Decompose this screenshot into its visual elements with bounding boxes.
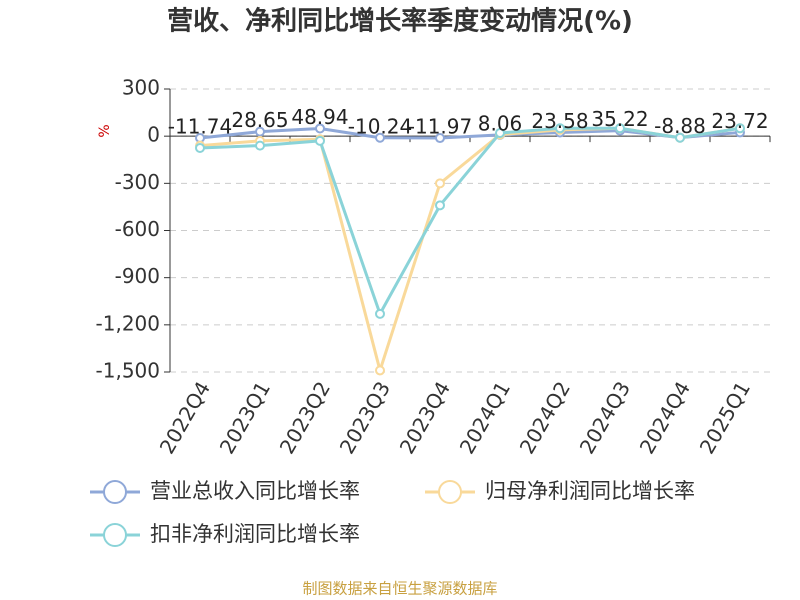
source: 制图数据来自恒生聚源数据库 (302, 580, 497, 598)
legend-label: 归母净利润同比增长率 (485, 479, 695, 503)
y-tick-label: -900 (115, 264, 160, 288)
value-label: 35.22 (591, 107, 648, 131)
point (195, 142, 205, 153)
value-label: 48.94 (291, 105, 348, 129)
legend-label: 营业总收入同比增长率 (150, 479, 360, 503)
value-label: 23.58 (531, 109, 588, 133)
legend-marker (103, 480, 127, 504)
y-tick-label: -300 (115, 170, 160, 194)
point (375, 132, 385, 143)
x-tick-label: 2022Q4 (155, 377, 215, 458)
point (255, 140, 265, 151)
y-tick-label: -1,500 (96, 359, 160, 383)
value-label: -10.24 (348, 114, 412, 138)
point (435, 200, 445, 211)
value-label: 28.65 (231, 108, 288, 132)
value-label: 8.06 (478, 111, 523, 135)
value-label: -8.88 (654, 114, 706, 138)
point (555, 123, 565, 134)
x-tick-label: 2023Q3 (335, 377, 395, 458)
chart-title: 营收、净利同比增长率季度变动情况(%) (167, 6, 633, 37)
y-unit: % (97, 124, 113, 137)
point (435, 178, 445, 189)
x-tick-label: 2024Q2 (515, 377, 575, 458)
point (375, 308, 385, 319)
value-label: 23.72 (711, 109, 768, 133)
x-tick-label: 2024Q3 (575, 377, 635, 458)
x-tick-label: 2024Q1 (455, 377, 515, 458)
legend-marker (103, 523, 127, 547)
y-tick-label: 300 (122, 76, 160, 100)
y-tick-label: -1,200 (96, 311, 160, 335)
point (675, 132, 685, 143)
point (315, 123, 325, 134)
y-tick-label: 0 (147, 123, 160, 147)
x-tick-label: 2023Q2 (275, 377, 335, 458)
point (495, 128, 505, 139)
value-label: -11.74 (168, 115, 232, 139)
x-tick-label: 2023Q1 (215, 377, 275, 458)
legend-marker (438, 480, 462, 504)
x-tick-label: 2024Q4 (635, 377, 695, 458)
x-tick-label: 2025Q1 (695, 377, 755, 458)
value-label: -11.97 (408, 115, 472, 139)
point (435, 133, 445, 144)
point (255, 126, 265, 137)
point (615, 123, 625, 134)
point (735, 123, 745, 134)
series-line (199, 126, 741, 318)
series-line (199, 126, 741, 376)
point (315, 135, 325, 146)
x-tick-label: 2023Q4 (395, 377, 455, 458)
point (375, 365, 385, 376)
y-tick-label: -600 (115, 217, 160, 241)
legend-label: 扣非净利润同比增长率 (150, 522, 360, 546)
